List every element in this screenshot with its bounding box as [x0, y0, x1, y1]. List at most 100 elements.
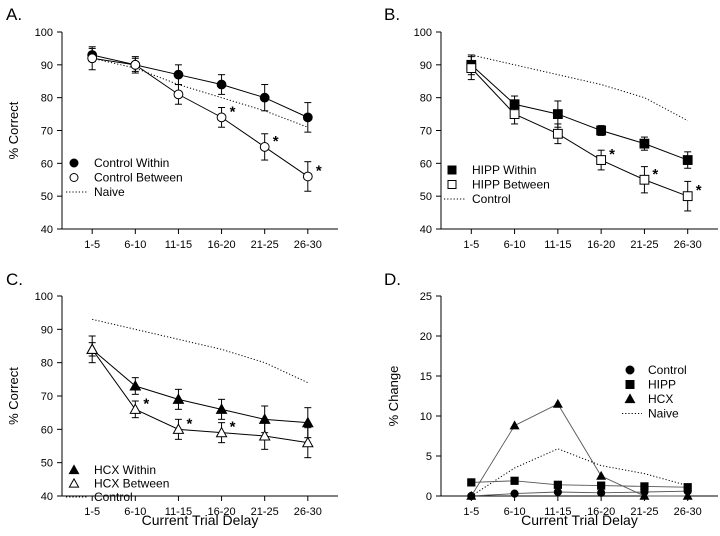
panel-c: C. 40 50 60 70 80 90 100 1-5 6-10 11-15 16-20 21-25 2… — [6, 270, 338, 528]
significance-star: * — [273, 133, 279, 150]
y-tick-label: 50 — [41, 458, 53, 470]
series-hipp — [467, 476, 692, 492]
data-point — [216, 79, 227, 90]
x-tick-label: 16-20 — [207, 506, 235, 518]
x-tick-label: 1-5 — [84, 506, 100, 518]
series-line — [471, 490, 688, 497]
data-point — [173, 89, 184, 100]
data-point — [683, 483, 692, 492]
data-point — [682, 191, 693, 202]
y-tick-label: 90 — [41, 324, 53, 336]
x-tick-label: 26-30 — [674, 239, 702, 251]
y-tick-label: 40 — [41, 224, 53, 236]
y-axis-label: % Change — [386, 366, 401, 427]
legend-label: Control — [648, 363, 687, 377]
series-control — [471, 54, 688, 122]
data-point — [258, 429, 271, 441]
data-point — [172, 423, 185, 434]
significance-star: * — [652, 166, 658, 183]
data-point — [509, 420, 520, 430]
data-point — [301, 436, 314, 448]
significance-star: * — [316, 162, 322, 179]
data-point — [301, 416, 314, 428]
data-point — [639, 174, 650, 185]
data-point — [597, 488, 606, 497]
legend-label: Control Between — [94, 171, 183, 185]
series-control-between: * * * — [87, 46, 322, 192]
legend-label: HIPP — [648, 378, 676, 392]
y-tick-label: 10 — [420, 411, 432, 423]
legend-swatch — [69, 158, 79, 168]
significance-star: * — [696, 182, 702, 199]
legend-label: Naive — [94, 185, 125, 199]
y-tick-label: 90 — [420, 60, 432, 72]
legend-swatch — [68, 477, 80, 488]
y-tick-label: 70 — [420, 126, 432, 138]
data-point — [639, 490, 650, 500]
panel-label: C. — [6, 270, 23, 289]
significance-star: * — [230, 103, 236, 120]
x-tick-label: 11-15 — [544, 239, 571, 251]
y-tick-label: 40 — [41, 491, 53, 503]
data-point — [510, 476, 519, 485]
data-point — [302, 112, 313, 123]
axis-lines — [61, 32, 338, 230]
series-control — [92, 318, 309, 384]
x-tick-label: 6-10 — [504, 239, 526, 251]
y-tick-label: 80 — [420, 93, 432, 105]
x-tick-label: 11-15 — [544, 506, 571, 518]
data-point — [129, 403, 142, 414]
y-tick-label: 70 — [41, 391, 53, 403]
x-tick-label: 11-15 — [165, 506, 192, 518]
data-point — [302, 171, 313, 182]
x-tick-label: 1-5 — [463, 506, 479, 518]
data-point — [87, 53, 98, 64]
series-hcx — [466, 398, 693, 500]
series-hipp-between: * * * — [466, 56, 702, 212]
data-point — [215, 403, 228, 414]
x-tick-label: 16-20 — [587, 506, 615, 518]
data-point — [129, 379, 142, 391]
legend-label: HCX — [648, 392, 673, 406]
axis-lines — [440, 296, 718, 497]
panel-label: D. — [384, 270, 401, 289]
series-naive — [92, 57, 308, 128]
legend-label: HIPP Within — [472, 163, 536, 177]
data-point — [552, 398, 563, 408]
data-point — [173, 69, 184, 80]
x-tick-label: 6-10 — [504, 506, 526, 518]
legend-swatch — [447, 165, 457, 175]
series-control-within — [87, 47, 313, 133]
series-hipp-within — [466, 54, 693, 169]
y-tick-label: 15 — [420, 371, 432, 383]
series-line — [92, 318, 309, 384]
y-tick-label: 60 — [41, 424, 53, 436]
x-tick-label: 1-5 — [84, 239, 100, 251]
y-tick-label: 80 — [41, 358, 53, 370]
y-tick-label: 60 — [420, 158, 432, 170]
y-tick-label: 50 — [41, 191, 53, 203]
data-point — [466, 490, 477, 500]
series-line — [471, 54, 688, 122]
data-point — [553, 487, 562, 497]
series-line — [471, 480, 688, 488]
data-point — [130, 59, 141, 70]
data-point — [552, 109, 563, 119]
panel-label: B. — [384, 5, 400, 24]
data-point — [639, 138, 650, 149]
legend-label: HCX Between — [94, 477, 169, 491]
panel-label: A. — [6, 5, 22, 24]
significance-star: * — [143, 395, 149, 412]
series-line — [91, 349, 308, 444]
data-point — [259, 142, 270, 152]
data-point — [215, 426, 228, 438]
series-line — [91, 348, 308, 424]
panel-b: B. 40 50 60 70 80 90 100 1-5 6-10 11-15 16-20 21-25 2… — [384, 5, 718, 251]
data-point — [172, 393, 185, 404]
series-naive — [471, 448, 688, 497]
data-point — [682, 155, 693, 165]
x-tick-label: 21-25 — [630, 239, 658, 251]
